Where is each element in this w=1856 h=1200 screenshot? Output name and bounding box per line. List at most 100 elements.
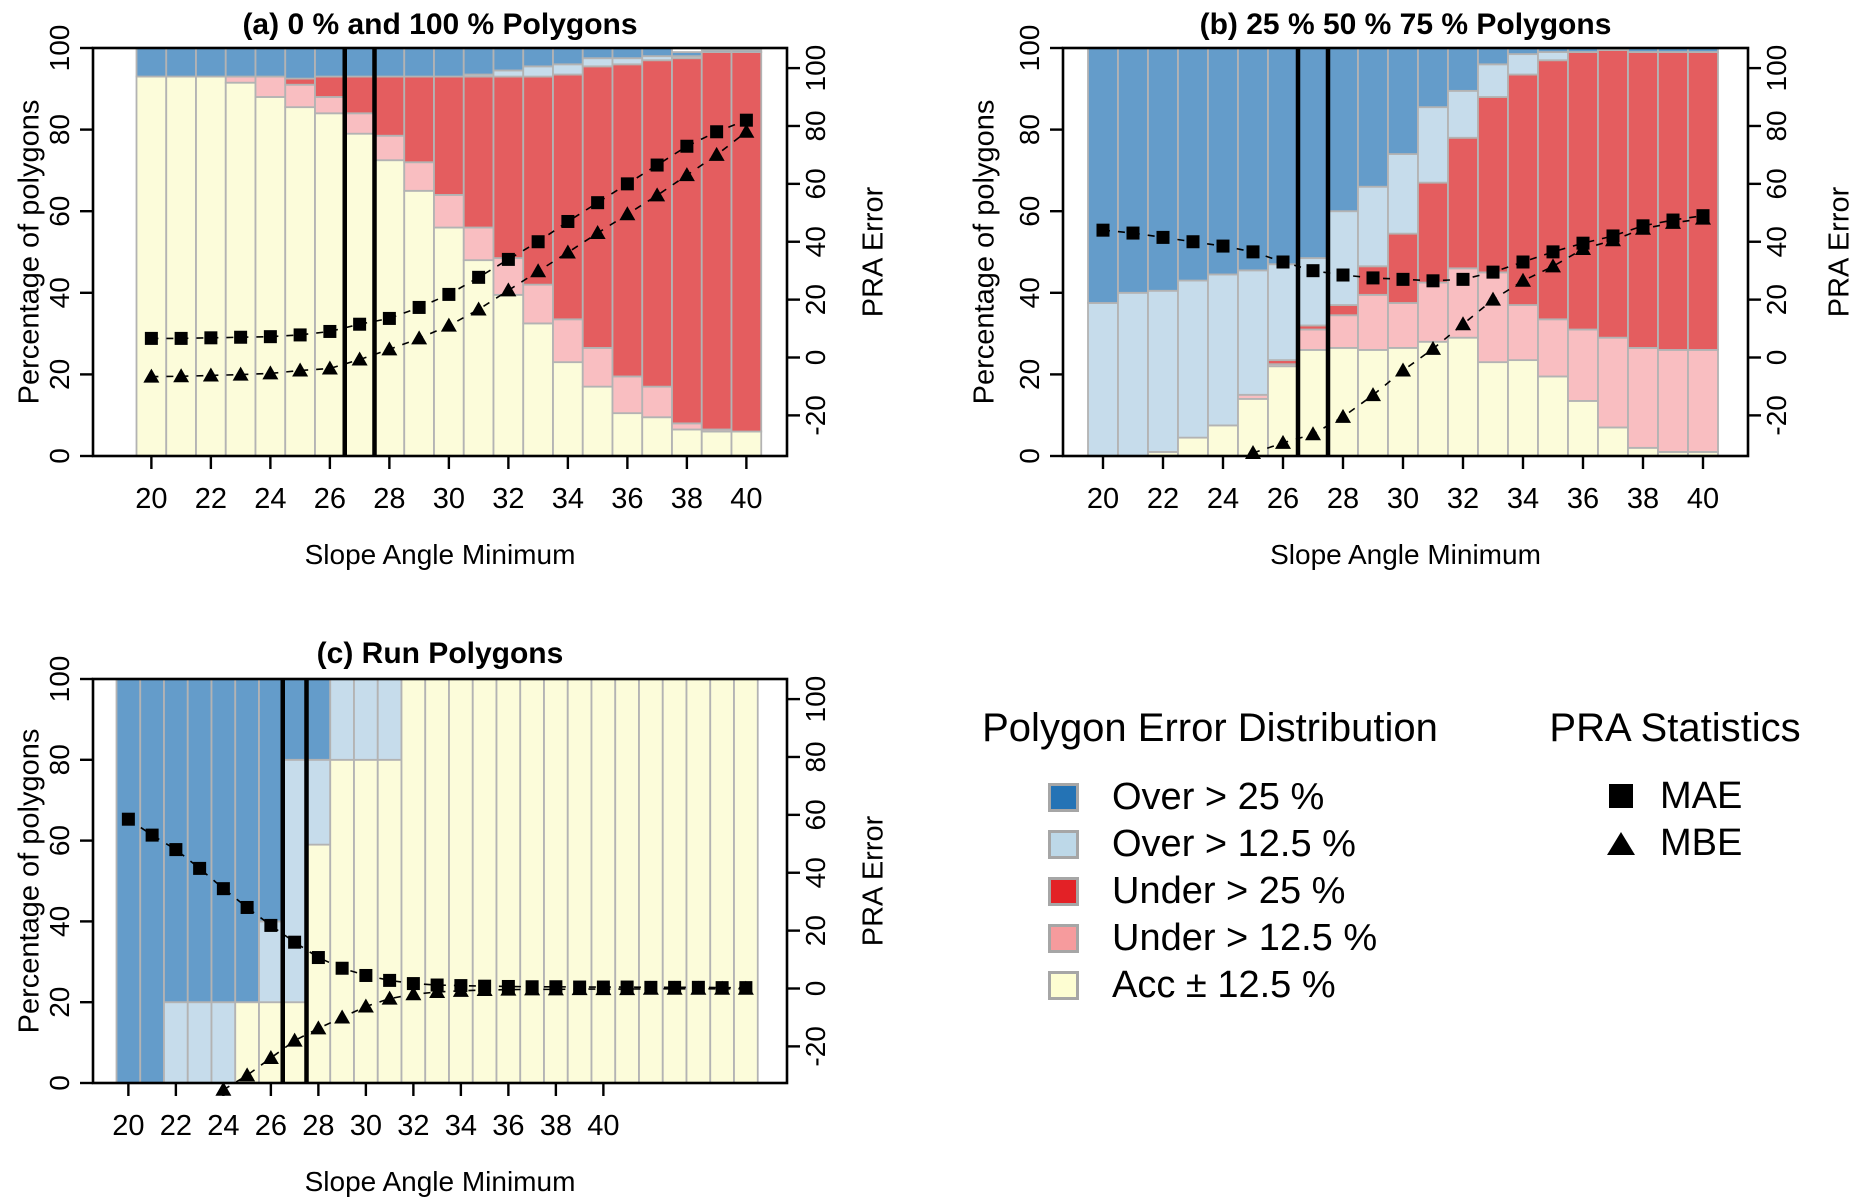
bar-segment-under12_5	[284, 83, 316, 109]
x-axis-tick-label: 26	[255, 1110, 287, 1142]
bar-segment-over25	[1387, 47, 1419, 155]
legend-item-acc: Acc ± 12.5 %	[1048, 961, 1336, 1009]
y2-axis-tick-label: 100	[800, 45, 831, 92]
bar-segment-over12_5	[1477, 63, 1509, 98]
bar-segment-under12_5	[1387, 302, 1419, 349]
bar-segment-acc	[373, 159, 406, 457]
bar-segment-acc	[495, 678, 522, 1084]
y2-axis-tick-label: 20	[800, 915, 831, 946]
y2-axis-tick-label: 0	[1761, 350, 1792, 366]
mbe-point-marker	[262, 365, 279, 380]
mae-point-marker	[1306, 264, 1320, 278]
mae-point-marker	[1366, 271, 1380, 285]
mbe-point-marker	[262, 1049, 279, 1064]
x-axis-tick-label: 34	[552, 483, 584, 515]
x-axis-tick-label: 32	[1447, 483, 1479, 515]
bar-segment-acc	[284, 106, 316, 457]
x-axis-tick-label: 26	[314, 483, 346, 515]
bar-segment-over12_5	[522, 65, 554, 78]
y2-axis-tick-label: -20	[1761, 395, 1792, 435]
mbe-point-marker	[1545, 258, 1561, 273]
mbe-point-marker	[1245, 445, 1261, 460]
bar-segment-under12_5	[254, 75, 287, 98]
y2-axis-tick-label: 80	[800, 110, 831, 141]
mbe-point-marker	[405, 986, 422, 1001]
mbe-point-marker	[619, 206, 636, 221]
bar-segment-acc	[314, 112, 346, 457]
x-axis-tick-label: 24	[254, 483, 286, 515]
y2-axis-tick-label: 60	[800, 799, 831, 830]
mbe-point-marker	[595, 981, 612, 996]
bar-segment-under12_5	[462, 226, 495, 262]
bar-segment-acc	[1477, 361, 1509, 457]
bar-segment-over12_5	[611, 57, 644, 66]
bar-segment-over12_5	[163, 1001, 189, 1084]
mae-point-marker	[1456, 272, 1470, 286]
panel-a-title: (a) 0 % and 100 % Polygons	[242, 8, 638, 41]
bar-segment-over25	[195, 47, 227, 78]
mbe-point-marker	[714, 980, 731, 995]
bar-segment-over12_5	[552, 63, 584, 76]
bar-segment-under12_5	[581, 346, 614, 388]
bar-segment-over12_5	[1177, 279, 1209, 439]
mae-point-marker	[353, 317, 367, 331]
mae-point-marker	[680, 139, 694, 153]
y2-axis-tick-label: 80	[800, 741, 831, 772]
panel-a-ylabel-right: PRA Error	[857, 186, 890, 318]
mbe-point-marker	[1305, 426, 1321, 441]
bar-segment-over25	[611, 47, 644, 60]
bar-segment-under25	[1687, 51, 1719, 351]
y2-axis-tick-label: 100	[800, 676, 831, 723]
y2-axis-tick-label: 80	[1761, 110, 1792, 141]
mbe-point-marker	[1575, 240, 1591, 255]
bar-segment-over25	[403, 47, 435, 78]
bar-segment-over25	[1297, 47, 1329, 260]
bar-segment-acc	[641, 416, 673, 457]
bar-segment-over25	[254, 47, 287, 78]
mae-point-marker	[710, 125, 724, 139]
bar-segment-over25	[373, 47, 406, 78]
mae-point-marker	[501, 252, 515, 266]
bar-segment-acc	[685, 678, 712, 1084]
bar-segment-under25	[462, 75, 495, 229]
bar-segment-under25	[1387, 232, 1419, 304]
plot-box	[91, 46, 789, 458]
x-axis-tick-label: 20	[112, 1110, 144, 1142]
legend-error-distribution-title: Polygon Error Distribution	[982, 706, 1438, 750]
bar-segment-under12_5	[671, 422, 703, 431]
bar-segment-acc	[1507, 359, 1539, 457]
bar-segment-under12_5	[1627, 346, 1659, 449]
mae-point-marker	[531, 235, 545, 249]
bar-segment-under25	[1657, 51, 1689, 351]
bar-segment-acc	[1537, 375, 1569, 457]
mbe-point-marker	[1485, 291, 1501, 306]
legend-item-label: Acc ± 12.5 %	[1112, 963, 1336, 1006]
legend-item-under-25: Under > 25 %	[1048, 867, 1345, 915]
x-axis-tick-label: 30	[433, 483, 465, 515]
bar-segment-under12_5	[552, 318, 584, 364]
bar-segment-acc	[581, 385, 614, 457]
x-axis-tick-label: 40	[1687, 483, 1719, 515]
bar-segment-under25	[1327, 304, 1359, 317]
mae-point-marker	[1396, 272, 1410, 286]
bar-segment-under25	[700, 51, 733, 431]
x-axis-tick-label: 20	[135, 483, 167, 515]
bar-segment-acc	[552, 361, 584, 457]
y-axis-tick-label: 20	[44, 987, 75, 1018]
bar-segment-under25	[611, 63, 644, 378]
bar-segment-under25	[1567, 51, 1599, 331]
bar-segment-acc	[492, 293, 525, 457]
bar-segment-over12_5	[210, 1001, 237, 1084]
x-axis-tick-label: 30	[1387, 483, 1419, 515]
mae-point-marker	[382, 311, 396, 325]
x-axis-tick-label: 34	[1507, 483, 1539, 515]
bar-segment-under12_5	[224, 75, 257, 84]
mae-point-marker	[293, 328, 307, 342]
mae-square-icon	[1606, 784, 1636, 808]
mbe-point-marker	[173, 368, 190, 383]
y-axis-tick-label: 40	[44, 906, 75, 937]
bar-segment-acc	[1447, 336, 1479, 457]
bar-segment-over12_5	[1537, 51, 1569, 62]
x-axis-tick-label: 26	[1267, 483, 1299, 515]
